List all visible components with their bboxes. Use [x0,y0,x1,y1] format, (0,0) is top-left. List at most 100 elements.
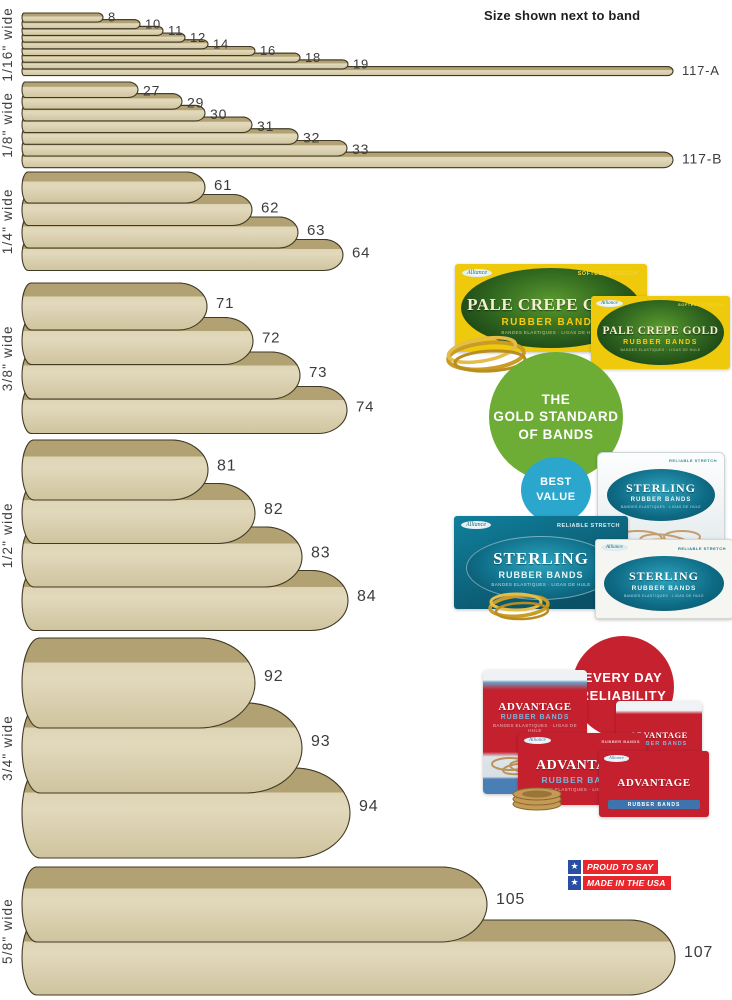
usa-row-2: ★ MADE IN THE USA [568,876,671,890]
advantage-bag-right-title: ADVANTAGE [630,729,688,740]
alliance-logo: Alliance [524,737,551,744]
usa-row-1: ★ PROUD TO SAY [568,860,671,874]
sterling-small-title: STERLING [628,569,700,583]
band-size-label-29: 29 [187,94,204,110]
pale-subtitle: RUBBER BANDS [501,317,601,328]
band-size-label-12: 12 [190,30,206,45]
band-size-label-31: 31 [257,118,274,134]
band-size-label-82: 82 [264,501,283,518]
advantage-badge-line1: EVERY DAY [583,670,663,686]
band-size-label-14: 14 [213,37,229,52]
section-width-label: 3/8" wide [0,325,15,391]
pale-subtitle-small: RUBBER BANDS [623,339,698,346]
advantage-subtitle: RUBBER BANDS [541,775,623,785]
band-71: 71 [21,282,234,331]
advantage-small-subtitle: RUBBER BANDS [607,800,701,809]
band-8: 8 [21,10,116,25]
band-size-label-117-B: 117-B [682,150,722,166]
pale-crepe-gold-oval-small [597,300,724,365]
band-size-label-93: 93 [311,733,330,750]
made-in-usa-badge: ★ PROUD TO SAY ★ MADE IN THE USA [568,860,671,890]
band-size-label-18: 18 [305,50,321,65]
advantage-small-title: ADVANTAGE [617,777,691,789]
band-size-label-107: 107 [684,944,713,961]
sterling-subtitle: RUBBER BANDS [498,570,584,580]
pale-fine-print-small: BANDES ELASTIQUES · LIGAS DE HULE [620,348,701,352]
rubber-band-stack-graphic [512,787,562,811]
best-value-badge: BEST VALUE [521,457,591,523]
band-size-label-8: 8 [108,10,116,25]
band-size-label-10: 10 [145,16,161,31]
gold-badge-line2: GOLD STANDARD [493,409,619,425]
alliance-logo: Alliance [461,521,491,529]
band-size-label-117-A: 117-A [682,63,720,78]
size-note: Size shown next to band [484,8,641,23]
usa-line1: PROUD TO SAY [583,860,659,874]
band-size-label-74: 74 [356,398,374,415]
section-width-label: 1/16" wide [0,7,15,82]
sterling-small-fine: BANDES ELASTIQUES · LIGAS DE HULE [623,594,705,598]
pale-tagline-small: SOFTEST STRETCH [678,302,724,307]
advantage-box-small: Alliance ADVANTAGE RUBBER BANDS [599,751,709,817]
alliance-logo: Alliance [601,544,628,551]
band-81: 81 [21,439,236,501]
sterling-tagline: RELIABLE STRETCH [557,523,620,529]
sterling-bag-tagline: RELIABLE STRETCH [669,458,717,463]
alliance-logo: Alliance [462,269,492,277]
usa-star-icon: ★ [568,860,581,874]
band-size-label-83: 83 [311,545,330,562]
band-size-label-61: 61 [214,177,232,194]
band-size-label-105: 105 [496,891,525,908]
sterling-box-small: Alliance RELIABLE STRETCH STERLING RUBBE… [595,539,732,619]
advantage-bag-fine: BANDES ELASTIQUES · LIGAS DE HULE [493,723,577,733]
band-size-label-32: 32 [303,130,320,146]
advantage-box-tagline: RUBBER BANDS [601,739,640,744]
band-size-label-11: 11 [168,23,183,38]
best-value-line1: BEST [540,476,572,489]
band-size-label-63: 63 [307,222,325,239]
gold-badge-line3: OF BANDS [518,426,594,442]
pale-tagline: SOFTEST STRETCH [577,271,638,277]
sterling-small-subtitle: RUBBER BANDS [631,585,697,592]
alliance-logo: Alliance [596,300,623,307]
advantage-bag-right-subtitle: RUBBER BANDS [630,740,688,747]
usa-line2: MADE IN THE USA [583,876,671,890]
pale-title-small: PALE CREPE GOLD [602,325,719,337]
band-size-label-33: 33 [352,141,369,157]
band-size-label-92: 92 [264,668,283,685]
sterling-fine-print: BANDES ELASTIQUES · LIGAS DE HULE [491,582,591,587]
band-size-label-62: 62 [261,200,279,217]
band-size-label-73: 73 [309,364,327,381]
sterling-bag-subtitle: RUBBER BANDS [630,497,692,503]
band-size-label-16: 16 [260,43,276,58]
advantage-fine-print: BANDES ELASTIQUES · LIGAS DE HULE [532,787,632,792]
sterling-title: STERLING [493,549,589,568]
advantage-bag-subtitle: RUBBER BANDS [500,714,570,721]
band-size-label-71: 71 [216,295,234,312]
sterling-bag-title: STERLING [625,481,697,495]
section-width-label: 3/4" wide [0,715,15,781]
band-size-label-84: 84 [357,588,376,605]
band-size-label-27: 27 [143,83,160,99]
pale-crepe-gold-box-small: Alliance SOFTEST STRETCH PALE CREPE GOLD… [591,296,730,369]
band-size-label-72: 72 [262,329,280,346]
band-92: 92 [21,637,283,729]
best-value-line2: VALUE [536,491,576,503]
usa-star-icon: ★ [568,876,581,890]
section-width-label: 1/4" wide [0,188,15,254]
sterling-box-large: Alliance RELIABLE STRETCH STERLING RUBBE… [454,516,628,609]
band-size-label-64: 64 [352,245,370,262]
band-size-label-94: 94 [359,798,378,815]
band-size-label-30: 30 [210,106,227,122]
sterling-small-tagline: RELIABLE STRETCH [678,546,726,551]
gold-rubber-bands-graphic [488,592,550,621]
band-61: 61 [21,171,232,204]
band-27: 27 [21,81,160,99]
pale-fine-print: BANDES ELASTIQUES · LIGAS DE HULE [501,330,601,335]
sterling-bag-fine: BANDES ELASTIQUES · LIGAS DE HULE [620,505,702,509]
band-105: 105 [21,866,525,943]
section-width-label: 5/8" wide [0,898,15,964]
section-width-label: 1/2" wide [0,502,15,568]
